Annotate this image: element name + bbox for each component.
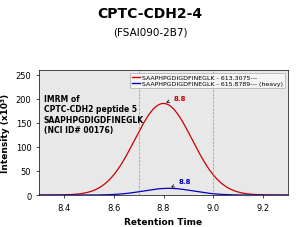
Text: CPTC-CDH2-4: CPTC-CDH2-4 xyxy=(98,7,202,21)
Text: (FSAI090-2B7): (FSAI090-2B7) xyxy=(113,27,187,37)
Text: 8.8: 8.8 xyxy=(167,95,186,103)
Legend: SAAPHPGDIGDFINEGLK - 613.3075---, SAAPHPGDIGDFINEGLK - 615.8789--- (heavy): SAAPHPGDIGDFINEGLK - 613.3075---, SAAPHP… xyxy=(130,74,285,89)
X-axis label: Retention Time: Retention Time xyxy=(124,217,202,226)
Y-axis label: Intensity (x10³): Intensity (x10³) xyxy=(1,93,10,172)
Text: IMRM of
CPTC-CDH2 peptide 5
SAAPHPGDIGDFINEGLK
(NCI ID# 00176): IMRM of CPTC-CDH2 peptide 5 SAAPHPGDIGDF… xyxy=(44,94,144,134)
Text: 8.8: 8.8 xyxy=(172,179,191,187)
